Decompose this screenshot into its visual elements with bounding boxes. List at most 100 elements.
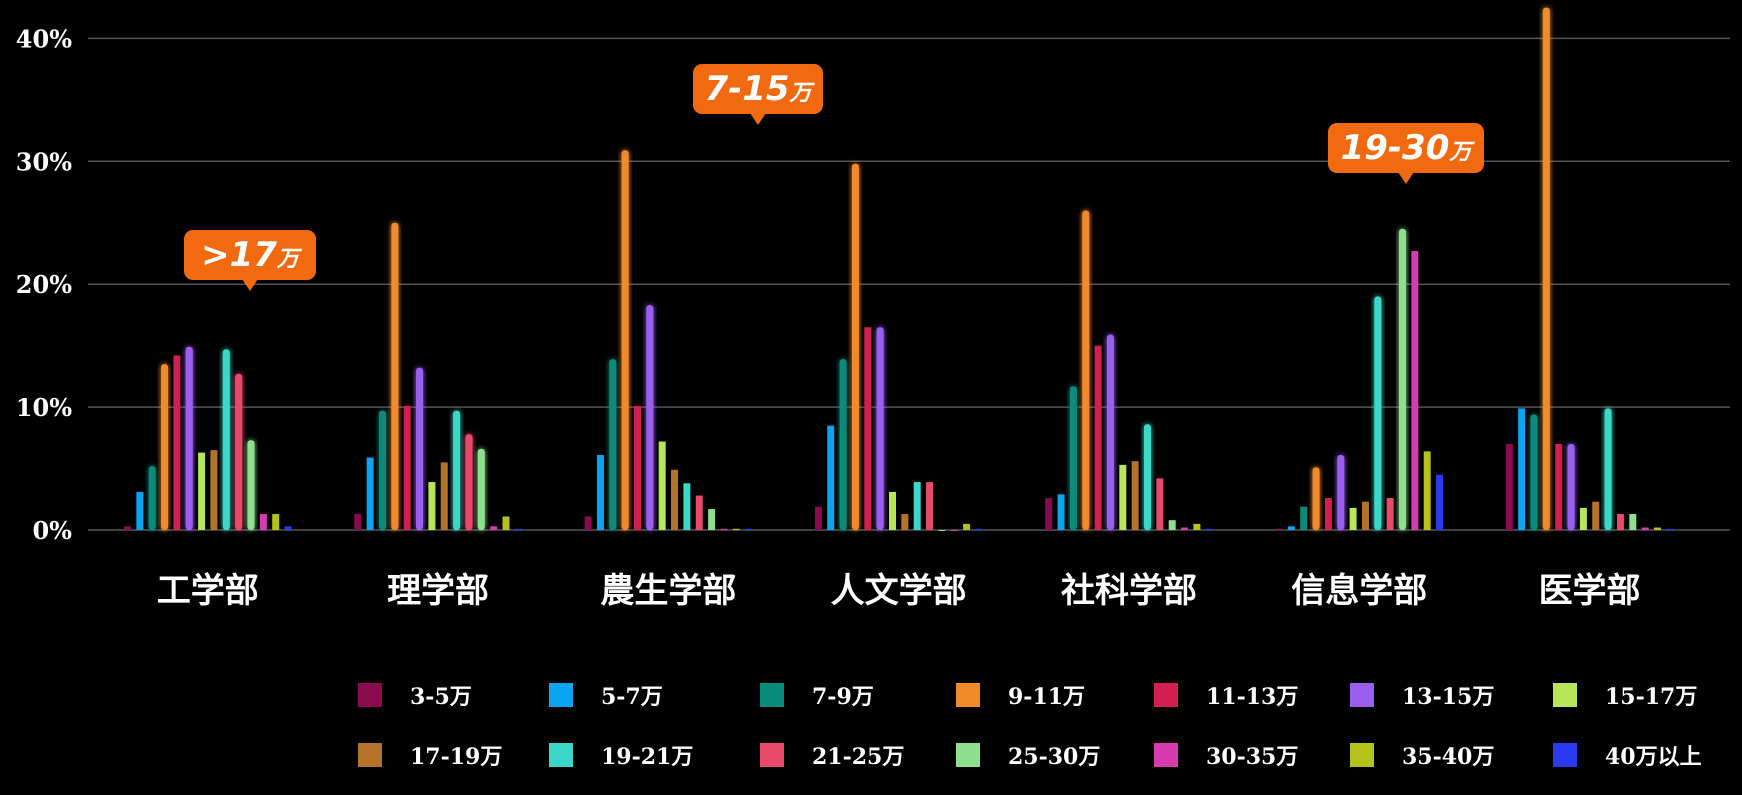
bar bbox=[609, 359, 617, 530]
bar bbox=[1144, 424, 1151, 530]
x-tick-label: 医学部 bbox=[1539, 571, 1641, 611]
bar bbox=[1205, 528, 1213, 530]
bar bbox=[136, 491, 144, 530]
bar bbox=[1530, 414, 1538, 530]
bar bbox=[708, 509, 716, 530]
annotation-callout: 7-15万 bbox=[693, 64, 823, 125]
bar bbox=[1579, 507, 1587, 530]
bar bbox=[1287, 526, 1295, 530]
bar bbox=[1349, 507, 1357, 530]
bar bbox=[514, 528, 522, 530]
bar bbox=[210, 450, 218, 530]
x-axis: 工学部 理学部 農生学部 人文学部 社科学部 信息学部 医学部 bbox=[157, 571, 1641, 611]
bar bbox=[671, 469, 679, 530]
bar bbox=[161, 364, 169, 530]
bar bbox=[1399, 228, 1406, 530]
bar bbox=[1057, 494, 1065, 530]
bar bbox=[366, 457, 374, 530]
annotation-text: >17万 bbox=[201, 235, 303, 275]
bar bbox=[963, 523, 971, 530]
bar bbox=[1518, 408, 1526, 530]
bar bbox=[1629, 514, 1637, 530]
bar bbox=[889, 491, 896, 530]
bar bbox=[683, 483, 691, 530]
bar bbox=[403, 405, 411, 530]
y-axis: 0% 10% 20% 30% 40% bbox=[16, 24, 72, 545]
bar bbox=[938, 530, 946, 531]
bar bbox=[864, 327, 872, 530]
gridlines bbox=[88, 37, 1730, 531]
bar bbox=[1374, 296, 1382, 530]
bar bbox=[173, 355, 181, 530]
bar bbox=[646, 305, 654, 530]
bar bbox=[1069, 386, 1077, 530]
bar bbox=[1193, 523, 1201, 530]
annotation-callout: >17万 bbox=[184, 230, 316, 291]
bar bbox=[124, 526, 131, 530]
bar bbox=[839, 359, 847, 530]
bar bbox=[814, 506, 822, 530]
bar bbox=[1082, 210, 1090, 530]
bar bbox=[827, 425, 835, 530]
bar bbox=[621, 150, 629, 530]
bar bbox=[1567, 443, 1575, 530]
bar bbox=[1436, 474, 1444, 530]
bar bbox=[1641, 527, 1649, 530]
bar bbox=[913, 482, 921, 530]
bar bbox=[502, 516, 510, 530]
bar bbox=[1604, 408, 1612, 530]
bar bbox=[596, 455, 604, 530]
bar bbox=[1666, 528, 1674, 530]
y-tick-label: 40% bbox=[16, 24, 72, 53]
bar bbox=[1616, 514, 1624, 530]
annotation-text: 19-30万 bbox=[1341, 128, 1476, 168]
bar bbox=[1094, 345, 1102, 530]
bar bbox=[1312, 467, 1320, 530]
x-tick-label: 人文学部 bbox=[831, 571, 967, 611]
annotation-text: 7-15万 bbox=[704, 69, 815, 109]
bar bbox=[950, 530, 958, 531]
bar bbox=[222, 349, 230, 530]
bar bbox=[1386, 498, 1394, 530]
bar bbox=[465, 434, 473, 530]
bar bbox=[732, 528, 740, 530]
bar bbox=[416, 367, 424, 530]
bar bbox=[1106, 334, 1114, 530]
x-tick-label: 社科学部 bbox=[1061, 571, 1197, 611]
bar bbox=[185, 346, 193, 530]
bar bbox=[1555, 443, 1563, 530]
bar bbox=[975, 528, 983, 530]
bar bbox=[1654, 527, 1661, 530]
bar bbox=[1156, 478, 1164, 530]
y-tick-label: 10% bbox=[16, 393, 72, 422]
bar bbox=[259, 514, 267, 530]
x-tick-label: 信息学部 bbox=[1291, 571, 1427, 611]
bar bbox=[1045, 498, 1053, 530]
bar bbox=[1168, 520, 1176, 530]
bar bbox=[1181, 527, 1189, 530]
bar bbox=[440, 462, 448, 530]
bar bbox=[745, 528, 753, 530]
y-tick-label: 30% bbox=[16, 147, 72, 176]
bar bbox=[477, 448, 485, 530]
bar bbox=[1542, 7, 1550, 531]
annotations: >17万 7-15万 19-30万 bbox=[184, 64, 1484, 291]
bar bbox=[379, 410, 386, 530]
bar bbox=[1119, 464, 1127, 530]
bar bbox=[584, 516, 592, 530]
bar bbox=[876, 327, 884, 530]
bars bbox=[124, 7, 1674, 531]
bar bbox=[453, 410, 461, 530]
x-tick-label: 工学部 bbox=[157, 571, 259, 611]
bar bbox=[1337, 455, 1345, 530]
annotation-callout: 19-30万 bbox=[1328, 123, 1484, 184]
bar bbox=[148, 466, 156, 530]
bar bbox=[926, 482, 934, 530]
x-tick-label: 農生学部 bbox=[600, 571, 736, 611]
bar bbox=[634, 405, 641, 530]
bar bbox=[235, 373, 243, 530]
bar bbox=[1300, 506, 1308, 530]
bar bbox=[490, 526, 498, 530]
y-tick-label: 0% bbox=[32, 516, 72, 545]
